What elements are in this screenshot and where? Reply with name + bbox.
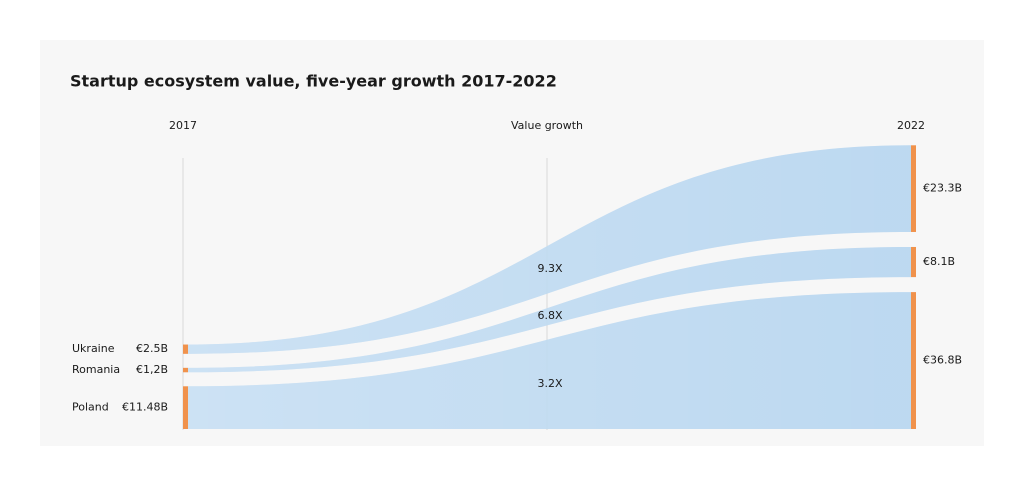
column-header: 2017 <box>169 119 197 132</box>
growth-label: 6.8X <box>537 309 562 322</box>
value-label: €11.48B <box>122 401 168 414</box>
category-label: Ukraine <box>72 342 115 355</box>
value-label: €23.3B <box>923 182 962 195</box>
category-label: Romania <box>72 363 120 376</box>
node <box>911 292 916 429</box>
node <box>183 367 188 373</box>
column-header: Value growth <box>511 119 583 132</box>
value-label: €1,2B <box>136 363 168 376</box>
node <box>183 386 188 429</box>
category-label: Poland <box>72 401 109 414</box>
value-label: €2.5B <box>136 342 168 355</box>
node <box>183 344 188 354</box>
column-header: 2022 <box>897 119 925 132</box>
node <box>911 246 916 278</box>
value-label: €8.1B <box>923 255 955 268</box>
node <box>911 145 916 232</box>
value-label: €36.8B <box>923 354 962 367</box>
growth-label: 3.2X <box>537 377 562 390</box>
flow-shade <box>188 145 911 354</box>
flow-shade <box>188 292 911 429</box>
chart-title: Startup ecosystem value, five-year growt… <box>70 72 557 91</box>
flow-shade <box>188 246 911 373</box>
growth-label: 9.3X <box>537 262 562 275</box>
